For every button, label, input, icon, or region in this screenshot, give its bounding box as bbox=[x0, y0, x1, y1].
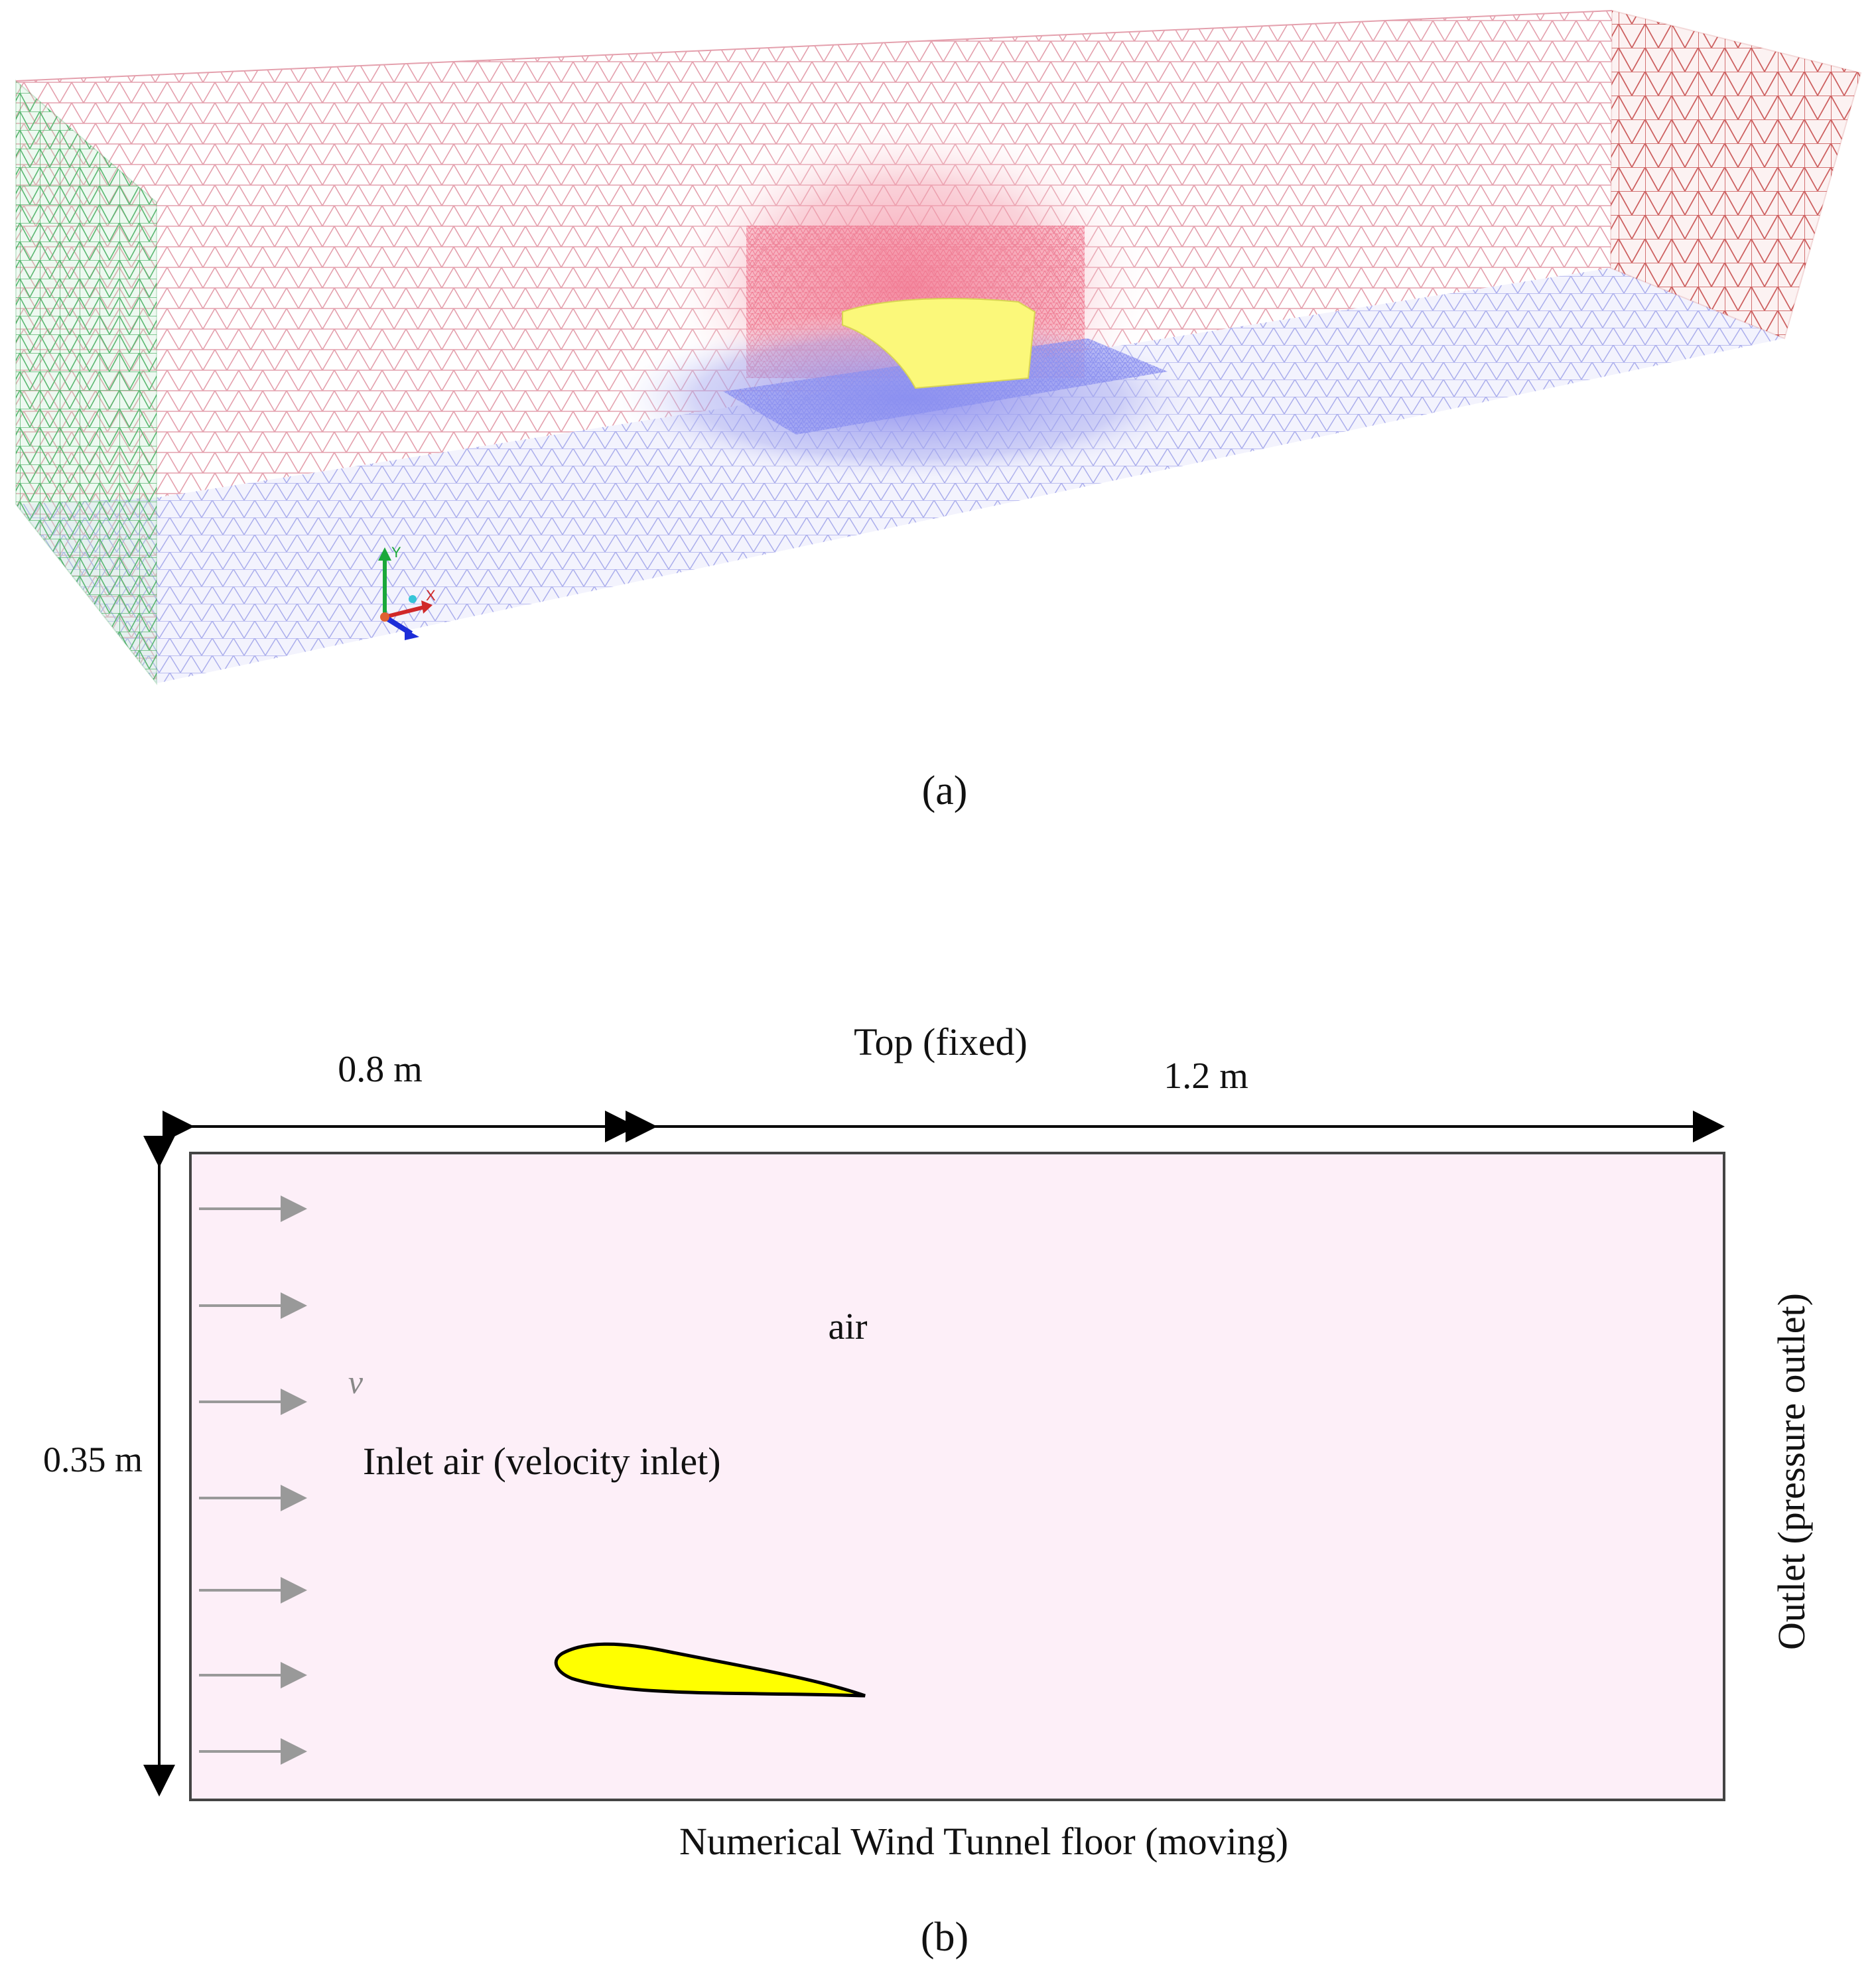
top-boundary-label: Top (fixed) bbox=[854, 1020, 1028, 1063]
domain-label: air bbox=[828, 1306, 867, 1347]
axis-x-label: X bbox=[426, 587, 436, 604]
panel-a-mesh-view: Y X (a) bbox=[15, 9, 1862, 813]
inlet-label: Inlet air (velocity inlet) bbox=[363, 1440, 721, 1483]
outlet-label: Outlet (pressure outlet) bbox=[1770, 1293, 1813, 1650]
panel-b-caption: (b) bbox=[921, 1915, 969, 1960]
floor-label: Numerical Wind Tunnel floor (moving) bbox=[679, 1820, 1288, 1863]
wing-model bbox=[842, 298, 1036, 389]
airfoil bbox=[554, 1642, 866, 1698]
dim-height-label: 0.35 m bbox=[43, 1440, 143, 1479]
inlet-arrows bbox=[199, 1195, 307, 1765]
panel-b-schematic: 0.8 m 1.2 m Top (fixed) 0.35 m v Inlet a… bbox=[43, 1020, 1813, 1960]
axis-triad: Y X bbox=[378, 544, 436, 640]
fluid-domain bbox=[189, 1152, 1725, 1801]
outlet-face-mesh bbox=[1611, 11, 1861, 338]
inlet-face-mesh bbox=[16, 81, 157, 683]
velocity-symbol: v bbox=[348, 1363, 364, 1400]
axis-y-label: Y bbox=[391, 544, 401, 561]
dim-left-label: 0.8 m bbox=[338, 1049, 423, 1090]
panel-a-caption: (a) bbox=[922, 768, 968, 813]
dim-right-label: 1.2 m bbox=[1164, 1056, 1248, 1097]
